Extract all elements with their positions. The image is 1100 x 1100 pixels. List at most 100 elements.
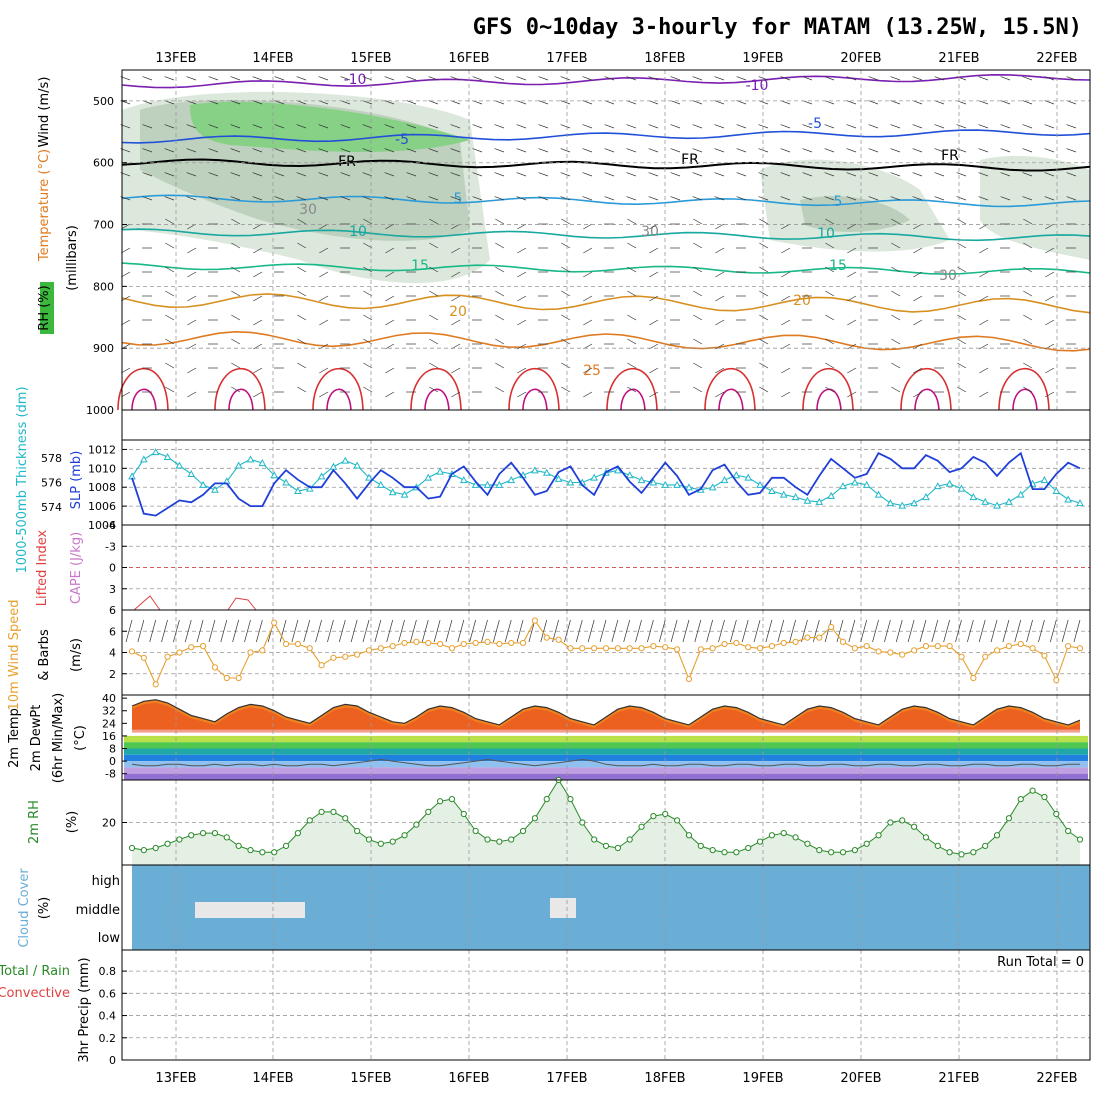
wind-barb bbox=[398, 619, 405, 643]
wind-barb bbox=[583, 391, 593, 398]
wind-barb bbox=[1022, 196, 1033, 201]
wind-speed-series-point bbox=[1053, 677, 1060, 684]
rh-shading bbox=[980, 155, 1090, 260]
wind-barb bbox=[469, 619, 476, 643]
temp-series bbox=[131, 699, 1081, 726]
thickness-series-point bbox=[483, 480, 492, 488]
wind-speed-series-point bbox=[816, 634, 823, 641]
wind-speed-series-point bbox=[271, 619, 278, 626]
wind-barb bbox=[627, 266, 637, 273]
x-tick-label-top: 19FEB bbox=[742, 51, 783, 66]
wind-barb bbox=[495, 386, 505, 393]
wind-barb bbox=[736, 76, 747, 81]
wind-barb bbox=[847, 295, 857, 302]
contour-label: 20 bbox=[793, 293, 811, 309]
wind-barb bbox=[165, 290, 175, 297]
wind-barb bbox=[421, 619, 429, 643]
wind-barb bbox=[187, 367, 197, 374]
wind-barb bbox=[825, 386, 835, 393]
thickness-series-point bbox=[163, 452, 172, 460]
wind-barb bbox=[517, 319, 527, 326]
wind-speed-series-point bbox=[768, 643, 776, 650]
contour-label: 10 bbox=[349, 224, 367, 240]
wind-barb bbox=[1066, 76, 1077, 81]
wind-barb bbox=[604, 172, 615, 177]
y-tick-label: 0.4 bbox=[99, 1010, 117, 1023]
wind-barb bbox=[406, 148, 417, 153]
wind-barb bbox=[538, 148, 549, 153]
contour-label: 5 bbox=[834, 194, 843, 210]
wind-barb bbox=[1045, 271, 1055, 278]
wind-speed-series-point bbox=[282, 640, 290, 648]
y-tick-label: 1004 bbox=[88, 519, 116, 532]
wind-barb bbox=[385, 271, 395, 278]
contour-label: -10 bbox=[344, 72, 367, 88]
contour-label: 30 bbox=[939, 268, 957, 284]
rh-series-point bbox=[863, 840, 870, 847]
wind-speed-series-point bbox=[472, 639, 479, 647]
y-tick-label: 4 bbox=[109, 647, 116, 660]
y-tick-label: 0 bbox=[109, 562, 116, 575]
y-tick-label: -6 bbox=[105, 519, 116, 532]
wind-speed-series-point bbox=[733, 639, 740, 647]
wind-barb bbox=[253, 343, 263, 350]
wind-barb bbox=[895, 619, 903, 643]
wind-barb bbox=[340, 148, 351, 153]
wind-barb bbox=[406, 76, 417, 81]
isotherm-loop bbox=[326, 388, 352, 411]
rh-series-point bbox=[982, 842, 989, 849]
thickness-series-point bbox=[637, 476, 646, 484]
wind-barb bbox=[648, 148, 659, 153]
thickness-series-point bbox=[649, 478, 658, 486]
rh-series-point bbox=[1017, 796, 1024, 803]
panel-label: (millibars) bbox=[65, 225, 80, 291]
wind-barb bbox=[715, 343, 725, 350]
wind-barb bbox=[730, 619, 737, 643]
panel-label: 3hr Precip (mm) bbox=[77, 957, 92, 1062]
isotherm-loop bbox=[900, 367, 952, 411]
wind-speed-series-point bbox=[756, 645, 764, 652]
wind-barb bbox=[187, 247, 197, 254]
wind-speed-series-point bbox=[1041, 652, 1048, 659]
thickness-series-point bbox=[294, 486, 302, 494]
x-tick-label-top: 13FEB bbox=[155, 51, 196, 66]
y-tick-label: 8 bbox=[109, 743, 116, 756]
wind-barb bbox=[296, 172, 307, 177]
wind-barb bbox=[1014, 619, 1022, 643]
wind-barb bbox=[1000, 172, 1011, 177]
wind-barb bbox=[789, 619, 796, 643]
wind-barb bbox=[319, 271, 329, 278]
wind-barb bbox=[253, 367, 263, 374]
wind-barb bbox=[253, 319, 263, 326]
wind-barb bbox=[715, 223, 725, 230]
thickness-series-point bbox=[898, 501, 907, 509]
wind-barb bbox=[582, 196, 593, 201]
wind-barb bbox=[296, 196, 307, 201]
wind-barb bbox=[230, 100, 241, 105]
wind-barb bbox=[429, 290, 439, 297]
rh-series-point bbox=[211, 830, 219, 837]
y-tick-label: 800 bbox=[93, 280, 114, 293]
wind-barb bbox=[173, 619, 180, 643]
rh-series-point bbox=[958, 851, 965, 858]
middle-cloud-bar bbox=[550, 898, 576, 918]
isotherm-loop bbox=[312, 367, 364, 411]
wind-barb bbox=[319, 295, 329, 302]
x-tick-label-bottom: 14FEB bbox=[252, 1071, 293, 1086]
wind-barb bbox=[538, 124, 549, 129]
wind-barb bbox=[846, 148, 857, 153]
wind-barb bbox=[780, 76, 791, 81]
rh-series-point bbox=[899, 817, 906, 824]
wind-barb bbox=[692, 100, 703, 105]
wind-barb bbox=[781, 391, 791, 398]
wind-barb bbox=[967, 619, 974, 643]
wind-barb bbox=[540, 619, 548, 643]
thickness-series-point bbox=[625, 471, 634, 479]
wind-barb bbox=[649, 391, 659, 398]
wind-barb bbox=[319, 391, 329, 398]
wind-barb bbox=[363, 266, 373, 273]
wind-barb bbox=[825, 362, 835, 369]
thickness-series-point bbox=[922, 493, 930, 501]
wind-barb bbox=[232, 619, 239, 643]
wind-barb bbox=[121, 247, 131, 254]
